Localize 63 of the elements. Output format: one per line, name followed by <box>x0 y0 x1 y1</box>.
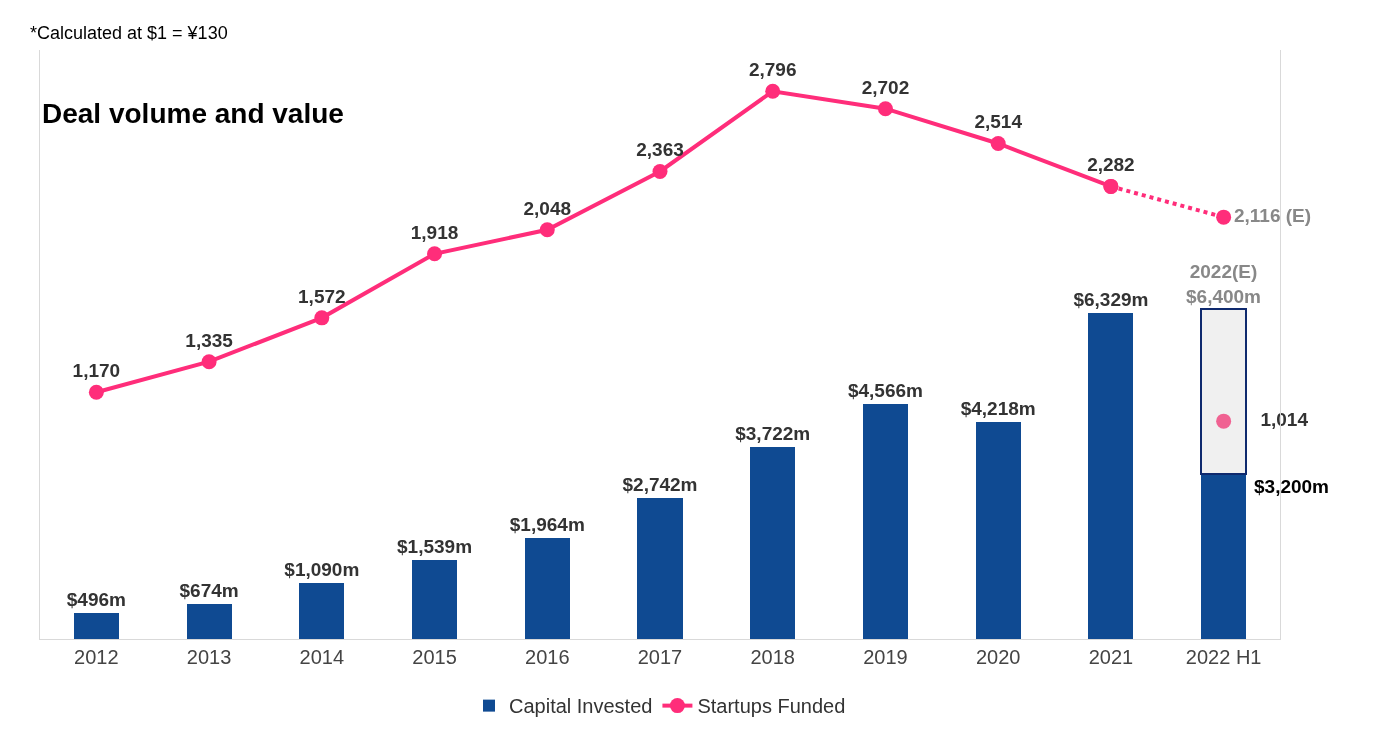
data-label: $4,566m <box>847 379 923 401</box>
bar <box>73 613 119 639</box>
bar <box>1200 308 1247 475</box>
bar <box>524 537 570 639</box>
x-tick-label: 2018 <box>750 646 795 668</box>
data-label: 2,514 <box>974 111 1023 133</box>
x-tick-label: 2015 <box>412 646 457 668</box>
point <box>652 163 668 179</box>
text: Deal volume and value <box>42 97 344 129</box>
bar <box>862 403 908 639</box>
point <box>1216 413 1232 429</box>
data-label: 2,796 <box>748 59 797 81</box>
data-label: $674m <box>179 580 239 602</box>
x-tick-label: 2022 H1 <box>1185 646 1262 668</box>
data-label: 1,170 <box>72 360 121 382</box>
data-label: $1,090m <box>284 558 360 580</box>
point <box>88 384 104 400</box>
bar <box>750 447 796 639</box>
x-tick-label: 2016 <box>525 646 570 668</box>
annotation: 2022(E) $6,400m <box>1186 261 1262 307</box>
data-label: 2,116 (E) <box>1234 204 1312 226</box>
bar <box>412 559 458 639</box>
data-label: $3,722m <box>735 423 811 445</box>
data-label: 2,282 <box>1087 154 1135 176</box>
data-label: $496m <box>66 589 126 611</box>
bar <box>637 497 683 639</box>
legend-label: Capital Invested <box>509 695 653 718</box>
x-tick-label: 2020 <box>975 646 1021 668</box>
bar <box>186 604 232 639</box>
point <box>539 222 555 238</box>
x-tick-label: 2013 <box>186 646 232 668</box>
x-tick-label: 2012 <box>74 646 119 668</box>
data-label: 2,363 <box>636 139 684 161</box>
point <box>877 101 893 117</box>
data-label: $4,218m <box>960 397 1036 419</box>
data-label: 1,572 <box>298 285 346 307</box>
point <box>427 246 443 262</box>
data-label: $1,539m <box>397 535 473 557</box>
x-tick-label: 2021 <box>1088 646 1134 668</box>
x-tick-label: 2019 <box>863 646 908 668</box>
data-label: 1,335 <box>185 329 234 351</box>
data-label: 1,918 <box>410 221 459 243</box>
point <box>1103 178 1119 194</box>
annotation: $3,200m <box>1254 476 1330 497</box>
data-label: $6,329m <box>1073 288 1149 310</box>
point <box>990 135 1006 151</box>
bar <box>1201 474 1247 639</box>
x-tick-label: 2017 <box>637 646 683 668</box>
point <box>314 310 330 326</box>
data-label: 1,014 <box>1260 408 1309 430</box>
bar <box>975 421 1021 639</box>
data-label: $1,964m <box>509 513 585 535</box>
data-label: 2,702 <box>861 76 910 98</box>
text: *Calculated at $1 = ¥130 <box>30 23 228 43</box>
legend-label: Startups Funded <box>697 695 846 718</box>
point <box>765 83 781 99</box>
x-tick-label: 2014 <box>299 646 345 668</box>
point <box>1216 209 1232 225</box>
data-label: $2,742m <box>622 473 698 495</box>
data-label: 2,048 <box>523 197 572 219</box>
bar <box>299 582 345 639</box>
point <box>201 354 217 370</box>
bar <box>1088 312 1134 639</box>
